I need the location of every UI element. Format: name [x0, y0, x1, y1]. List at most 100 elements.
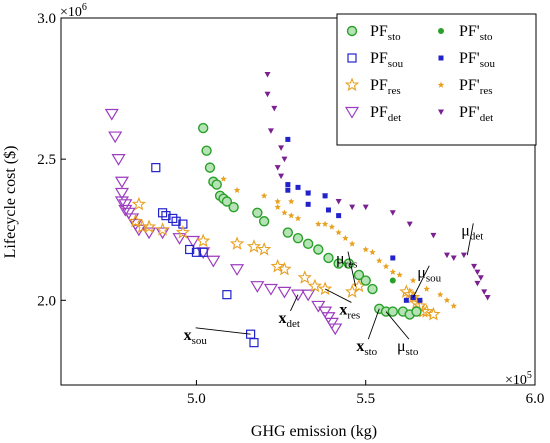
legend-marker-pf-sto — [346, 25, 358, 37]
point-pfp-sto — [389, 277, 396, 284]
legend-marker-pf-res — [344, 77, 360, 92]
point-pf-det — [121, 207, 136, 220]
point-pf-det — [321, 312, 336, 324]
annotation-leader-x-res — [324, 288, 352, 303]
point-pf-res — [131, 196, 147, 211]
point-pf-det — [324, 317, 339, 330]
point-pf-det — [277, 286, 292, 299]
annotation-leader-mu-sou — [412, 265, 430, 298]
point-pf-res — [307, 278, 323, 293]
point-pfp-sou — [285, 187, 291, 193]
legend-label-pf-res: PFres — [370, 77, 401, 97]
x-tick-label: 5.5 — [356, 391, 375, 407]
point-pf-res — [317, 281, 333, 296]
point-pf-det — [229, 264, 245, 276]
point-pf-sou — [161, 211, 171, 221]
point-pf-sto — [282, 227, 294, 238]
legend: PFsto PFsou PFres PFdet PF'sto PF'sou PF'res PF… — [336, 13, 537, 146]
point-pf-sou — [191, 247, 202, 257]
legend-label-pf-sou: PFsou — [370, 50, 404, 70]
point-pf-sou — [249, 338, 259, 348]
series-pfp-sto — [389, 277, 396, 284]
point-pf-res — [277, 261, 292, 276]
legend-label-pfp-sou: PF'sou — [459, 50, 495, 70]
point-pfp-sou — [403, 297, 409, 303]
point-pfp-res — [220, 175, 227, 182]
point-pfp-res — [362, 246, 369, 253]
point-pf-sto — [387, 306, 398, 317]
point-pfp-res — [260, 192, 268, 199]
legend-marker-pfp-sou — [438, 55, 444, 61]
legend-label-pfp-res: PF'res — [459, 77, 493, 97]
axis-ticks: 5.0 5.5 6.0 2.0 2.5 3.0 — [37, 11, 544, 407]
point-pf-res — [196, 233, 211, 248]
point-pf-det — [172, 233, 187, 245]
series-pf-sto — [197, 122, 422, 320]
point-pf-det — [311, 300, 326, 313]
point-pfp-det — [460, 252, 467, 259]
point-pf-det — [185, 235, 201, 248]
legend-marker-pfp-det — [438, 109, 444, 115]
point-pf-sou — [222, 290, 232, 300]
point-pf-det — [104, 108, 119, 121]
point-pf-sto — [353, 269, 365, 281]
point-pf-det — [114, 176, 130, 189]
data-points — [104, 71, 491, 348]
point-pf-sou — [178, 219, 188, 229]
point-pf-sto — [360, 275, 371, 286]
series-pfp-res — [220, 175, 457, 309]
point-pf-det — [108, 131, 123, 144]
point-pf-det — [328, 323, 343, 336]
point-pfp-det — [271, 105, 278, 112]
point-pfp-sou — [295, 184, 301, 190]
point-pfp-det — [264, 71, 271, 78]
point-pf-det — [114, 187, 130, 200]
point-pf-det — [318, 306, 333, 319]
point-pf-sou — [171, 216, 181, 226]
x-tick-label: 5.0 — [187, 391, 206, 407]
point-pfp-det — [278, 173, 285, 180]
point-pfp-sou — [325, 207, 331, 213]
point-pfp-res — [342, 234, 349, 241]
point-pfp-det — [406, 221, 413, 228]
annotation-leader-mu-sto — [385, 311, 410, 340]
point-pfp-det — [430, 232, 437, 239]
point-pf-res — [141, 219, 157, 233]
point-pfp-sou — [285, 182, 291, 188]
annotation-mu-sto: μsto — [397, 338, 419, 358]
point-pf-sto — [323, 252, 334, 264]
point-pf-res — [426, 306, 441, 321]
point-pfp-res — [335, 229, 342, 236]
point-pf-det — [118, 199, 133, 211]
point-pfp-res — [376, 257, 383, 264]
annotation-x-sto: xsto — [356, 338, 377, 358]
y-tick-label: 2.5 — [37, 152, 56, 168]
y-multiplier: ×106 — [60, 2, 87, 20]
point-pfp-res — [274, 198, 281, 205]
x-axis-title: GHG emission (kg) — [251, 423, 377, 440]
annotation-mu-det: μdet — [461, 222, 483, 242]
y-tick-label: 2.0 — [37, 293, 56, 309]
point-pfp-res — [274, 203, 281, 210]
annotation-mu-res: μres — [336, 251, 357, 271]
point-pfp-sou — [305, 201, 311, 207]
point-pfp-det — [450, 255, 457, 261]
x-multiplier: ×105 — [505, 370, 532, 388]
point-pfp-res — [315, 220, 322, 227]
point-pf-det — [301, 289, 316, 302]
point-pf-sto — [204, 162, 216, 173]
point-pf-res — [257, 241, 272, 256]
annotation-leader-mu-res — [347, 251, 356, 287]
point-pfp-res — [396, 271, 403, 278]
point-pfp-res — [321, 220, 329, 227]
point-pfp-sou — [322, 193, 328, 199]
point-pf-sto — [211, 179, 222, 190]
legend-box — [336, 13, 537, 146]
point-pfp-res — [233, 186, 241, 193]
point-pfp-det — [349, 204, 356, 211]
x-tick-label: 6.0 — [526, 391, 545, 407]
point-pfp-det — [335, 199, 342, 205]
annotation-x-det: xdet — [278, 310, 299, 330]
point-pfp-det — [264, 91, 271, 98]
